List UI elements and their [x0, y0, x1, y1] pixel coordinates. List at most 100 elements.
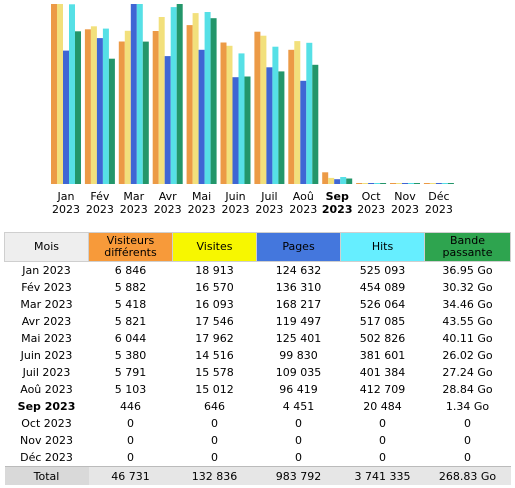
- cell-visits: 15 578: [195, 366, 234, 379]
- bar-visiteurs-diff-rents-11: [423, 183, 430, 184]
- bar-pages-1: [96, 38, 103, 184]
- cell-bandwidth: 0: [464, 434, 471, 447]
- bar-visiteurs-diff-rents-2: [118, 41, 125, 184]
- table-row: Oct 2023 0 0 0 0 0: [5, 415, 511, 432]
- cell-visits: 14 516: [195, 349, 234, 362]
- x-tick-month: Jan: [57, 190, 75, 203]
- x-tick-month: Aoû: [293, 190, 314, 203]
- bar-bande-passante-3: [176, 4, 183, 184]
- x-tick-year: 2023: [86, 203, 114, 216]
- bar-pages-0: [63, 50, 69, 184]
- bar-hits-10: [408, 183, 414, 184]
- x-tick-year: 2023: [222, 203, 250, 216]
- monthly-bar-chart: Jan2023Fév2023Mar2023Avr2023Mai2023Juin2…: [51, 4, 454, 216]
- bar-visiteurs-diff-rents-8: [322, 172, 329, 184]
- cell-month: Mai 2023: [21, 332, 72, 345]
- x-tick-month: Juin: [224, 190, 245, 203]
- bar-visiteurs-diff-rents-9: [356, 183, 363, 184]
- bar-hits-4: [204, 12, 211, 184]
- x-tick-year: 2023: [255, 203, 283, 216]
- bar-hits-5: [238, 53, 245, 185]
- cell-visitors: 6 044: [114, 332, 147, 345]
- bar-pages-10: [402, 183, 408, 184]
- bar-pages-4: [198, 49, 205, 184]
- x-tick-month: Mar: [123, 190, 144, 203]
- bar-visites-0: [57, 4, 63, 184]
- cell-visits: 18 913: [195, 264, 234, 277]
- bar-bande-passante-9: [380, 183, 387, 184]
- x-tick-year: 2023: [154, 203, 182, 216]
- bar-hits-0: [69, 4, 75, 184]
- cell-bandwidth: 40.11 Go: [442, 332, 493, 345]
- cell-pages: 119 497: [275, 315, 322, 328]
- x-tick-year: 2023: [322, 203, 353, 216]
- header-visits: Visites: [172, 232, 257, 262]
- x-tick-year: 2023: [188, 203, 216, 216]
- bar-bande-passante-4: [210, 18, 217, 185]
- table-row: Nov 2023 0 0 0 0 0: [5, 432, 511, 449]
- cell-pages: 125 401: [275, 332, 322, 345]
- cell-visitors: 5 418: [114, 298, 147, 311]
- cell-pages: 99 830: [279, 349, 318, 362]
- x-tick-year: 2023: [289, 203, 317, 216]
- bar-visites-3: [158, 17, 165, 184]
- bar-visites-6: [260, 35, 267, 185]
- cell-visits: 0: [211, 434, 218, 447]
- bar-hits-1: [102, 28, 109, 184]
- x-tick-month: Fév: [90, 190, 109, 203]
- header-month: Mois: [4, 232, 89, 262]
- cell-pages: 0: [295, 417, 302, 430]
- header-pages: Pages: [256, 232, 341, 262]
- total-pages: 983 792: [256, 466, 341, 485]
- cell-pages: 168 217: [275, 298, 322, 311]
- bar-bande-passante-10: [414, 183, 420, 184]
- cell-bandwidth: 26.02 Go: [442, 349, 493, 362]
- x-tick-month: Juil: [260, 190, 277, 203]
- cell-pages: 109 035: [275, 366, 322, 379]
- cell-hits: 412 709: [359, 383, 406, 396]
- x-tick-month: Avr: [159, 190, 177, 203]
- bar-visiteurs-diff-rents-0: [51, 4, 57, 184]
- cell-visits: 17 546: [195, 315, 234, 328]
- cell-pages: 0: [295, 451, 302, 464]
- total-bandwidth: 268.83 Go: [424, 466, 511, 485]
- header-hits: Hits: [340, 232, 425, 262]
- bar-visiteurs-diff-rents-3: [152, 31, 159, 184]
- cell-pages: 0: [295, 434, 302, 447]
- cell-month: Avr 2023: [21, 315, 72, 328]
- bar-bande-passante-0: [75, 31, 81, 184]
- bar-pages-6: [266, 67, 273, 184]
- cell-visits: 0: [211, 451, 218, 464]
- cell-month: Aoû 2023: [20, 383, 73, 396]
- cell-hits: 0: [379, 451, 386, 464]
- x-tick-month: Nov: [394, 190, 416, 203]
- bar-visiteurs-diff-rents-5: [220, 42, 227, 184]
- cell-hits: 517 085: [359, 315, 406, 328]
- bar-visites-10: [396, 183, 402, 184]
- cell-visitors: 5 791: [114, 366, 147, 379]
- x-tick-year: 2023: [357, 203, 385, 216]
- cell-month: Oct 2023: [21, 417, 72, 430]
- bar-hits-8: [340, 177, 347, 184]
- cell-visits: 17 962: [195, 332, 234, 345]
- bar-visites-4: [192, 13, 199, 184]
- cell-hits: 526 064: [359, 298, 406, 311]
- cell-bandwidth: 1.34 Go: [445, 400, 490, 413]
- bar-hits-2: [136, 4, 143, 184]
- x-tick-year: 2023: [425, 203, 453, 216]
- cell-month: Jan 2023: [22, 264, 71, 277]
- x-tick-year: 2023: [52, 203, 80, 216]
- cell-visits: 15 012: [195, 383, 234, 396]
- cell-bandwidth: 0: [464, 451, 471, 464]
- bar-visites-1: [90, 26, 97, 184]
- cell-month: Juin 2023: [20, 349, 73, 362]
- bar-visites-2: [124, 30, 131, 184]
- cell-month: Nov 2023: [20, 434, 73, 447]
- bar-visites-8: [328, 177, 335, 184]
- bar-pages-3: [164, 56, 171, 184]
- cell-hits: 0: [379, 417, 386, 430]
- table-row: Juin 2023 5 380 14 516 99 830 381 601 26.02 G…: [5, 347, 511, 364]
- cell-visitors: 0: [127, 417, 134, 430]
- table-row: Mai 2023 6 044 17 962 125 401 502 826 40.11 G…: [5, 330, 511, 347]
- cell-visits: 646: [204, 400, 225, 413]
